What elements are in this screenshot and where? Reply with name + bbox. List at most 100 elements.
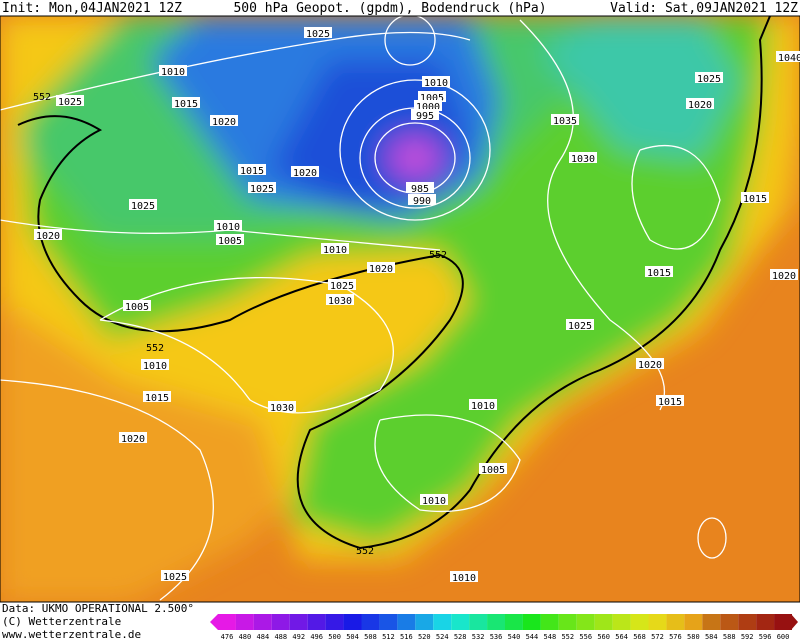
colorbar-swatch xyxy=(343,614,362,630)
contour-label: 552 xyxy=(429,250,447,261)
colorbar-swatch xyxy=(774,614,792,630)
colorbar-label: 572 xyxy=(651,633,664,641)
colorbar-swatch xyxy=(648,614,667,630)
colorbar-swatch xyxy=(289,614,308,630)
isobar-label: 1010 xyxy=(143,361,167,372)
isobar-label: 990 xyxy=(413,196,431,207)
colorbar-label: 576 xyxy=(669,633,682,641)
isobar-label-bg xyxy=(119,432,147,443)
isobar-label-bg xyxy=(479,463,507,474)
isobar-label: 1010 xyxy=(452,573,476,584)
colorbar-label: 552 xyxy=(561,633,574,641)
colorbar-label: 548 xyxy=(544,633,557,641)
isobar-label-bg xyxy=(469,399,497,410)
isobar-label: 1015 xyxy=(174,99,198,110)
isobar-label: 1010 xyxy=(424,78,448,89)
isobar-label: 1010 xyxy=(161,67,185,78)
colorbar-swatch xyxy=(307,614,326,630)
isobar-label: 1025 xyxy=(131,201,155,212)
valid-time: Valid: Sat,09JAN2021 12Z xyxy=(610,1,798,16)
isobar-label: 1015 xyxy=(240,166,264,177)
colorbar-label: 600 xyxy=(777,633,790,641)
isobar-label: 1020 xyxy=(638,360,662,371)
colorbar-swatch xyxy=(235,614,254,630)
isobar-label: 1020 xyxy=(212,117,236,128)
colorbar-swatch xyxy=(325,614,344,630)
isobar-label: 1005 xyxy=(420,93,444,104)
colorbar-swatch xyxy=(756,614,775,630)
colorbar-swatch xyxy=(522,614,541,630)
colorbar-swatch xyxy=(684,614,703,630)
colorbar-label: 488 xyxy=(274,633,287,641)
colorbar-swatch xyxy=(558,614,577,630)
isobar-label-bg xyxy=(210,115,238,126)
isobar-label-bg xyxy=(123,300,151,311)
colorbar-arrow-right xyxy=(791,614,798,630)
isobar-label: 1040 xyxy=(778,53,800,64)
colorbar-label: 556 xyxy=(579,633,592,641)
colorbar-label: 528 xyxy=(454,633,467,641)
isobar-label: 1015 xyxy=(743,194,767,205)
colorbar-swatch xyxy=(379,614,398,630)
colorbar-swatch xyxy=(612,614,631,630)
colorbar-label: 536 xyxy=(490,633,503,641)
colorbar-swatch xyxy=(451,614,470,630)
isobar-label-bg xyxy=(159,65,187,76)
isobar-label: 1005 xyxy=(481,465,505,476)
colorbar-swatch xyxy=(505,614,523,630)
isobar-label-bg xyxy=(408,194,436,205)
isobar-label: 1025 xyxy=(250,184,274,195)
isobar-label: 1030 xyxy=(571,154,595,165)
colorbar-swatch xyxy=(594,614,613,630)
isobar-label: 1015 xyxy=(647,268,671,279)
colorbar-label: 492 xyxy=(292,633,305,641)
isobar-label-bg xyxy=(566,319,594,330)
map-field xyxy=(0,16,800,602)
isobar-label: 1025 xyxy=(330,281,354,292)
init-time: Init: Mon,04JAN2021 12Z xyxy=(2,1,182,16)
colorbar-swatch xyxy=(271,614,290,630)
isobar-label-bg xyxy=(741,192,769,203)
isobar-label: 1020 xyxy=(369,264,393,275)
contour-label: 552 xyxy=(146,343,164,354)
colorbar-label: 480 xyxy=(239,633,252,641)
isobar-label-bg xyxy=(420,494,448,505)
isobar-label: 995 xyxy=(416,111,434,122)
colorbar-swatch xyxy=(487,614,505,630)
colorbar-label: 508 xyxy=(364,633,377,641)
isobar-label-bg xyxy=(161,570,189,581)
isobar-label: 1025 xyxy=(697,74,721,85)
isobar-label: 1025 xyxy=(306,29,330,40)
colorbar-label: 512 xyxy=(382,633,395,641)
colorbar-label: 500 xyxy=(328,633,341,641)
colorbar-swatch xyxy=(415,614,434,630)
isobar-label: 1010 xyxy=(471,401,495,412)
isobar-label-bg xyxy=(34,229,62,240)
isobar-label: 1015 xyxy=(145,393,169,404)
contour-label: 552 xyxy=(356,546,374,557)
colorbar-label: 496 xyxy=(310,633,323,641)
isobar-label: 1035 xyxy=(553,116,577,127)
colorbar-label: 560 xyxy=(597,633,610,641)
colorbar-label: 580 xyxy=(687,633,700,641)
colorbar-swatch xyxy=(720,614,739,630)
isobar-label: 1020 xyxy=(36,231,60,242)
isobar-label-bg xyxy=(695,72,723,83)
isobar-label: 1020 xyxy=(688,100,712,111)
isobar-label-bg xyxy=(414,100,442,111)
isobar-label: 1025 xyxy=(58,97,82,108)
colorbar-swatch xyxy=(576,614,595,630)
colorbar-swatch xyxy=(540,614,559,630)
isobar-label-bg xyxy=(418,91,446,102)
isobar-label-bg xyxy=(406,182,434,193)
isobar-label: 1015 xyxy=(658,397,682,408)
colorbar-label: 524 xyxy=(436,633,449,641)
isobar-label-bg xyxy=(214,220,242,231)
contour-label: 552 xyxy=(33,92,51,103)
colorbar-label: 540 xyxy=(508,633,521,641)
colorbar-label: 584 xyxy=(705,633,718,641)
colorbar-swatch xyxy=(469,614,488,630)
isobar-label: 1025 xyxy=(163,572,187,583)
